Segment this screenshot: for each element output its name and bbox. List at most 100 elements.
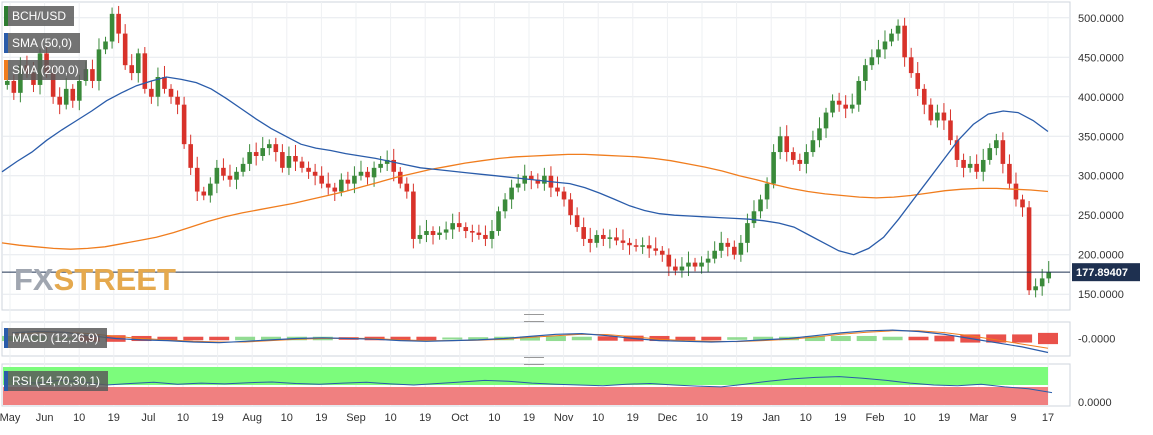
- symbol-label: BCH/USD: [4, 6, 75, 26]
- candle-body: [397, 171, 403, 184]
- candle-body: [928, 104, 934, 121]
- sma200-line: [1, 153, 1049, 250]
- symbol-text: BCH/USD: [12, 9, 67, 23]
- sma200-legend[interactable]: SMA (200,0): [4, 60, 87, 80]
- candle-body: [574, 215, 580, 228]
- candle-body: [1013, 183, 1019, 200]
- candle-body: [633, 245, 639, 247]
- candle-body: [889, 33, 894, 42]
- candle-body: [345, 179, 351, 184]
- candle-body: [601, 234, 606, 239]
- candle-body: [142, 53, 148, 89]
- candle-body: [751, 211, 757, 224]
- sma50-swatch: [4, 33, 8, 53]
- macd-swatch: [4, 328, 8, 348]
- candle-body: [63, 88, 69, 105]
- candle-body: [882, 41, 888, 50]
- candle-body: [587, 238, 593, 243]
- x-tick-label: 19: [938, 412, 950, 424]
- candle-body: [974, 163, 979, 172]
- rsi-legend[interactable]: RSI (14,70,30,1): [4, 371, 109, 391]
- y-tick-label: 500.0000: [1078, 13, 1124, 25]
- x-tick-label: Sep: [346, 412, 366, 424]
- candle-body: [358, 171, 364, 176]
- candle-body: [430, 231, 436, 235]
- x-tick-label: Feb: [866, 412, 885, 424]
- candle-body: [175, 96, 180, 105]
- macd-histogram-bar: [235, 336, 256, 341]
- macd-histogram-bar: [597, 336, 618, 341]
- y-tick-label: 400.0000: [1078, 92, 1124, 104]
- candle-body: [11, 80, 17, 93]
- x-tick-label: 9: [1010, 412, 1016, 424]
- candle-body: [116, 13, 121, 34]
- candle-body: [509, 187, 514, 200]
- rsi-oversold-band: [3, 387, 1048, 405]
- x-tick-label: 17: [1042, 412, 1054, 424]
- candle-body: [666, 254, 672, 267]
- candle-body: [1026, 207, 1032, 291]
- candle-body: [895, 25, 901, 34]
- candle-body: [247, 152, 252, 164]
- sma200-swatch: [4, 60, 8, 80]
- candle-body: [266, 144, 272, 149]
- x-tick-label: 19: [211, 412, 223, 424]
- candle-body: [764, 183, 770, 200]
- macd-histogram-bar: [882, 336, 903, 341]
- x-tick-label: Dec: [658, 412, 678, 424]
- macd-histogram-bar: [701, 336, 722, 341]
- x-tick-label: 19: [108, 412, 120, 424]
- candle-body: [620, 240, 626, 243]
- candle-body: [122, 33, 128, 66]
- candle-body: [935, 112, 940, 121]
- macd-histogram-bar: [261, 336, 281, 341]
- candle-body: [168, 88, 174, 97]
- macd-histogram-bar: [1012, 334, 1033, 343]
- candle-body: [194, 167, 200, 192]
- candle-body: [306, 167, 311, 172]
- candle-body: [384, 159, 390, 164]
- macd-line: [11, 329, 1049, 354]
- candle-body: [319, 175, 324, 184]
- candle-body: [745, 223, 750, 243]
- candle-body: [240, 163, 246, 172]
- macd-histogram-bar: [753, 336, 774, 341]
- candle-body: [718, 242, 724, 251]
- candle-body: [712, 250, 717, 259]
- pane-resize-handle-rsi[interactable]: [524, 357, 544, 365]
- candle-body: [804, 152, 809, 164]
- macd-legend[interactable]: MACD (12,26,9): [4, 328, 107, 348]
- macd-histogram-bar: [649, 335, 670, 342]
- candle-body: [57, 96, 62, 105]
- candle-body: [817, 128, 822, 141]
- candle-body: [594, 234, 600, 243]
- y-tick-label: 300.0000: [1078, 171, 1124, 183]
- candle-body: [496, 211, 501, 232]
- y-tick-label: 200.0000: [1078, 250, 1124, 262]
- candle-body: [103, 41, 108, 50]
- candle-body: [70, 88, 76, 101]
- candle-body: [784, 136, 790, 153]
- sma50-legend[interactable]: SMA (50,0): [4, 33, 81, 53]
- pane-resize-handle-macd[interactable]: [524, 314, 544, 322]
- candle-body: [725, 242, 731, 247]
- candle-body: [830, 100, 835, 113]
- candle-body: [941, 112, 947, 121]
- candle-body: [535, 179, 541, 184]
- candle-body: [77, 80, 82, 101]
- candle-body: [135, 53, 141, 74]
- candle-body: [758, 199, 763, 212]
- candle-body: [299, 161, 305, 168]
- macd-histogram-bar: [934, 335, 955, 342]
- candle-body: [528, 175, 534, 180]
- candle-body: [227, 175, 233, 180]
- x-tick-label: 10: [177, 412, 189, 424]
- candle-body: [221, 167, 226, 176]
- x-tick-label: 10: [592, 412, 604, 424]
- candle-body: [260, 148, 266, 156]
- candle-body: [417, 234, 423, 239]
- candle-body: [705, 258, 711, 263]
- candle-body: [129, 65, 135, 74]
- candle-body: [1000, 140, 1006, 164]
